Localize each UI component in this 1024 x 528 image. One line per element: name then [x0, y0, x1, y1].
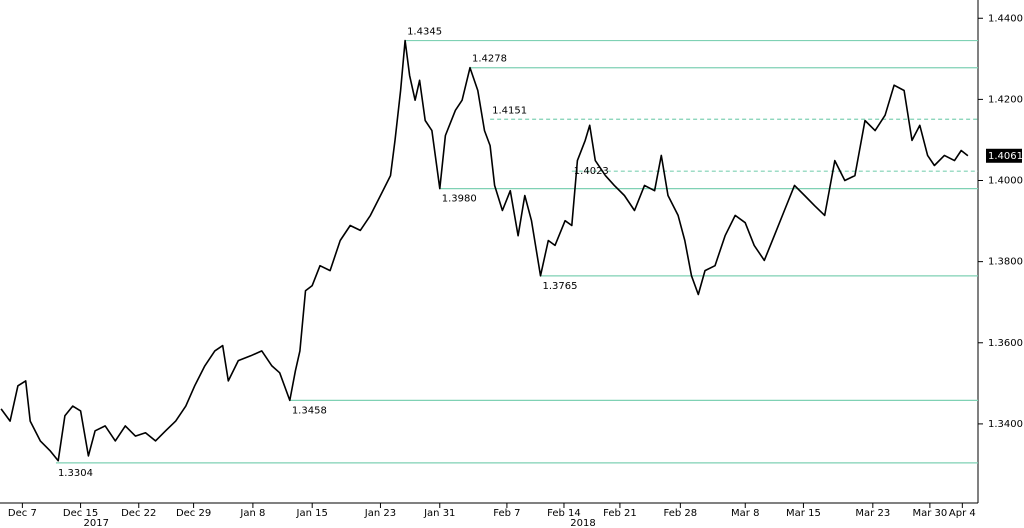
- x-tick-label: Feb 7: [493, 508, 520, 519]
- year-label: 2017: [84, 518, 109, 528]
- level-label: 1.4345: [407, 27, 442, 38]
- level-label: 1.3304: [58, 468, 93, 479]
- level-label: 1.4278: [472, 54, 507, 65]
- x-tick-label: Dec 29: [176, 508, 211, 519]
- y-tick-label: 1.3800: [988, 257, 1023, 268]
- x-tick-label: Feb 28: [664, 508, 698, 519]
- last-price-label: 1.4061: [988, 151, 1023, 162]
- y-tick-label: 1.3600: [988, 338, 1023, 349]
- x-tick-label: Apr 4: [949, 508, 976, 519]
- x-tick-label: Feb 14: [547, 508, 581, 519]
- level-label: 1.3980: [442, 194, 477, 205]
- x-tick-label: Dec 22: [121, 508, 156, 519]
- year-label: 2018: [570, 518, 595, 528]
- level-label: 1.4023: [574, 166, 609, 177]
- x-tick-label: Mar 15: [786, 508, 821, 519]
- x-tick-label: Dec 15: [63, 508, 98, 519]
- level-label: 1.3765: [542, 281, 577, 292]
- x-tick-label: Dec 7: [8, 508, 37, 519]
- x-tick-label: Mar 23: [855, 508, 890, 519]
- price-line: [0, 39, 969, 462]
- y-tick-label: 1.3400: [988, 419, 1023, 430]
- x-tick-label: Jan 23: [364, 508, 396, 519]
- y-tick-label: 1.4400: [988, 13, 1023, 24]
- y-tick-label: 1.4000: [988, 176, 1023, 187]
- level-label: 1.3458: [292, 405, 327, 416]
- y-tick-label: 1.4200: [988, 94, 1023, 105]
- x-tick-label: Mar 8: [731, 508, 759, 519]
- x-tick-label: Jan 8: [239, 508, 265, 519]
- level-label: 1.4151: [492, 105, 527, 116]
- x-tick-label: Jan 31: [423, 508, 455, 519]
- x-tick-label: Feb 21: [603, 508, 637, 519]
- last-price-box: [986, 148, 1022, 163]
- x-tick-label: Mar 30: [912, 508, 947, 519]
- x-tick-label: Jan 15: [296, 508, 328, 519]
